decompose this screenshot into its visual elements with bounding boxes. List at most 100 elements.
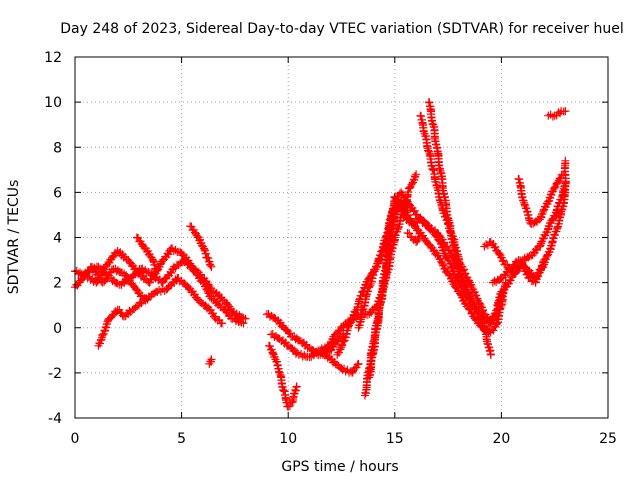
- data-point: [347, 318, 356, 327]
- data-point: [378, 247, 387, 256]
- y-tick-label: 10: [44, 95, 62, 111]
- data-point: [553, 178, 562, 187]
- y-tick-label: 0: [53, 321, 62, 337]
- data-point: [101, 275, 110, 284]
- data-point: [275, 368, 284, 377]
- data-point: [350, 307, 359, 316]
- series-trace-20: [493, 179, 570, 310]
- data-point: [155, 285, 164, 294]
- x-tick-label: 15: [386, 431, 404, 447]
- data-point: [207, 262, 216, 271]
- data-point: [198, 242, 207, 251]
- y-tick-label: 4: [53, 231, 62, 247]
- data-point: [239, 319, 248, 328]
- y-tick-label: 6: [53, 185, 62, 201]
- data-point: [167, 268, 176, 277]
- data-point: [547, 190, 556, 199]
- x-tick-label: 0: [71, 431, 80, 447]
- series-trace-22: [514, 170, 568, 228]
- y-tick-label: 8: [53, 140, 62, 156]
- data-point: [206, 261, 215, 270]
- data-point: [511, 268, 520, 277]
- chart-title: Day 248 of 2023, Sidereal Day-to-day VTE…: [60, 21, 623, 37]
- data-point: [353, 360, 362, 369]
- series-trace-23: [544, 107, 570, 121]
- data-point: [206, 357, 215, 366]
- data-point: [544, 197, 553, 206]
- data-point: [410, 206, 419, 215]
- data-point: [499, 256, 508, 265]
- data-point: [218, 319, 227, 328]
- data-point: [112, 278, 121, 287]
- data-point: [456, 290, 465, 299]
- data-point: [284, 402, 293, 411]
- series-trace-10: [267, 330, 363, 377]
- data-point: [125, 257, 134, 266]
- data-point: [459, 277, 468, 286]
- data-point: [437, 258, 446, 267]
- data-point: [443, 242, 452, 251]
- plot-frame: [74, 56, 609, 419]
- x-tick-label: 5: [177, 431, 186, 447]
- data-point: [458, 273, 467, 282]
- data-point: [466, 292, 475, 301]
- series-trace-18: [424, 98, 510, 337]
- data-point: [416, 228, 425, 237]
- data-point: [486, 350, 495, 359]
- data-point: [83, 267, 92, 276]
- data-point: [399, 210, 408, 219]
- data-point: [207, 355, 216, 364]
- data-point: [401, 193, 410, 202]
- data-point: [561, 156, 570, 165]
- data-point: [467, 296, 476, 305]
- grid-lines: [75, 57, 608, 418]
- data-point: [223, 300, 232, 309]
- data-point: [541, 231, 550, 240]
- data-point: [108, 253, 117, 262]
- y-tick-label: -2: [48, 366, 62, 382]
- data-point: [412, 170, 421, 179]
- x-tick-label: 20: [492, 431, 510, 447]
- data-point: [491, 242, 500, 251]
- data-point: [532, 272, 541, 281]
- data-point: [292, 382, 301, 391]
- data-point: [405, 229, 414, 238]
- data-point: [95, 274, 104, 283]
- series-trace-7: [205, 355, 216, 368]
- data-point: [358, 305, 367, 314]
- y-tick-label: 2: [53, 276, 62, 292]
- data-point: [279, 385, 288, 394]
- data-point: [493, 319, 502, 328]
- y-tick-label: -4: [48, 411, 62, 427]
- data-point: [496, 295, 505, 304]
- axis-ticks: 0 5 10 15 20 25 -4 -2 0 2 4 6 8 10 12: [44, 50, 617, 447]
- data-point: [550, 183, 559, 192]
- data-point: [464, 304, 473, 313]
- series-trace-9: [265, 341, 301, 411]
- y-tick-label: 12: [44, 50, 62, 66]
- data-point: [501, 283, 510, 292]
- data-point: [456, 270, 465, 279]
- data-point: [548, 112, 557, 121]
- data-point: [364, 287, 373, 296]
- data-point: [336, 345, 345, 354]
- data-point: [450, 282, 459, 291]
- y-axis-title: SDTVAR / TECUs: [6, 180, 22, 295]
- data-point: [152, 265, 161, 274]
- data-point: [235, 317, 244, 326]
- data-point: [424, 147, 433, 156]
- data-point: [96, 339, 105, 348]
- data-point: [291, 386, 300, 395]
- x-tick-label: 10: [279, 431, 297, 447]
- data-point: [354, 359, 363, 368]
- data-point: [428, 164, 437, 173]
- series-trace-4: [94, 296, 148, 350]
- data-point: [506, 276, 515, 285]
- data-point: [241, 314, 250, 323]
- series-trace-16: [403, 228, 425, 247]
- data-point: [559, 170, 568, 179]
- data-point: [144, 268, 153, 277]
- series-trace-21: [488, 156, 570, 287]
